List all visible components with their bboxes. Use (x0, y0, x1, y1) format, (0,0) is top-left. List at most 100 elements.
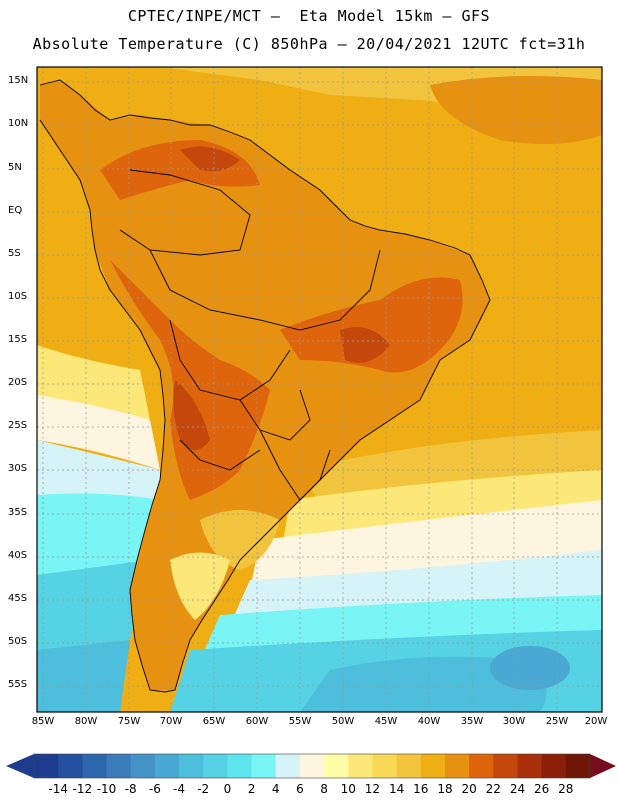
border-bolivia (169, 319, 291, 401)
colorbar-label: -6 (148, 782, 161, 796)
colorbar-swatch (154, 754, 180, 778)
map-subtitle: Absolute Temperature (C) 850hPa – 20/04/… (32, 35, 586, 53)
field-patagonia-1 (200, 510, 280, 570)
field-north-warm (430, 76, 602, 144)
lat-label: 15S (8, 334, 28, 345)
colorbar-swatch (251, 754, 277, 778)
colorbar-swatch (130, 754, 156, 778)
lat-label: 40S (8, 550, 28, 561)
border-brazil-north (149, 249, 381, 331)
lon-label: 30W (502, 716, 526, 727)
colorbar-label: -4 (173, 782, 186, 796)
lat-label: 5S (8, 248, 21, 259)
colorbar-label: 2 (247, 782, 256, 796)
lat-label: 30S (8, 463, 28, 474)
colorbar-label: -8 (124, 782, 137, 796)
colorbar-swatch (203, 754, 228, 778)
colorbar-label: 28 (558, 782, 574, 796)
field-continent (40, 80, 490, 690)
lat-label: 35S (8, 507, 28, 518)
colorbar (6, 753, 616, 779)
lon-label: 55W (288, 716, 312, 727)
colorbar-swatch (58, 754, 83, 778)
colorbar-label: 22 (485, 782, 501, 796)
field-chaco-hot (173, 380, 210, 450)
field-andes-core (110, 260, 270, 500)
field-atl-7 (300, 656, 547, 712)
field-atl-4 (230, 550, 602, 625)
colorbar-label: 24 (509, 782, 526, 796)
colorbar-swatch (372, 754, 398, 778)
field-patagonia-2 (170, 552, 230, 620)
lat-label: EQ (8, 205, 23, 216)
colorbar-swatch (106, 754, 132, 778)
graticule (37, 67, 602, 712)
colorbar-extend-high (590, 754, 616, 778)
map-title: CPTEC/INPE/MCT – Eta Model 15km – GFS (127, 7, 491, 25)
colorbar-swatch (396, 754, 422, 778)
field-pacific-deep (37, 640, 130, 712)
colorbar-swatch (541, 754, 567, 778)
colorbar-swatch (517, 754, 543, 778)
colorbar-label: -14 (48, 782, 68, 796)
colorbar-label: 14 (388, 782, 405, 796)
lon-label: 80W (74, 716, 98, 727)
lon-label: 65W (202, 716, 226, 727)
temperature-field (37, 67, 602, 712)
colorbar-label: 18 (437, 782, 453, 796)
lon-label: 50W (331, 716, 355, 727)
coastlines (39, 79, 491, 693)
lat-label: 25S (8, 420, 28, 431)
lon-label: 75W (117, 716, 141, 727)
border-north (119, 169, 251, 256)
colorbar-label: -12 (72, 782, 93, 796)
colorbar-label: 0 (223, 782, 232, 796)
field-atl-cold-core (490, 646, 570, 690)
colorbar-swatch (324, 754, 349, 778)
lat-label: 20S (8, 377, 28, 388)
colorbar-swatch (565, 754, 591, 778)
field-brazil-hot (340, 327, 390, 363)
colorbar-label: -2 (197, 782, 210, 796)
colorbar-swatch (348, 754, 373, 778)
lat-label: 5N (8, 162, 22, 173)
colorbar-label: 16 (413, 782, 429, 796)
colorbar-label: -10 (96, 782, 117, 796)
lat-label: 10S (8, 291, 28, 302)
field-north-hot (180, 146, 240, 172)
lon-label: 20W (584, 716, 608, 727)
colorbar-swatch (34, 754, 59, 778)
colorbar-swatch (82, 754, 108, 778)
lat-label: 45S (8, 593, 28, 604)
border-paraguay (239, 389, 311, 441)
colorbar-swatch (493, 754, 518, 778)
lon-label: 85W (31, 716, 55, 727)
field-pacific-cream (37, 395, 160, 470)
colorbar-label: 8 (320, 782, 328, 796)
colorbar-label: 26 (534, 782, 550, 796)
colorbar-label: 12 (364, 782, 381, 796)
colorbar-extend-low (6, 754, 34, 778)
lat-label: 15N (8, 75, 29, 86)
map-frame (36, 66, 603, 713)
colorbar-swatch (420, 754, 446, 778)
lon-label: 35W (460, 716, 484, 727)
colorbar-label: 20 (461, 782, 477, 796)
colorbar-label: 4 (271, 782, 280, 796)
colorbar-swatch (444, 754, 470, 778)
colorbar-swatch (275, 754, 301, 778)
lon-label: 40W (417, 716, 441, 727)
lon-label: 45W (374, 716, 398, 727)
border-argentina (179, 439, 261, 471)
colorbar-frame (33, 753, 591, 779)
colorbar-label: 6 (296, 782, 304, 796)
colorbar-label: 10 (340, 782, 356, 796)
lon-label: 25W (545, 716, 569, 727)
lat-label: 50S (8, 636, 28, 647)
colorbar-swatch (469, 754, 494, 778)
field-brazil-core (280, 277, 463, 373)
colorbar-swatch (227, 754, 253, 778)
field-pacific-teal (37, 560, 150, 650)
lat-label: 55S (8, 679, 28, 690)
